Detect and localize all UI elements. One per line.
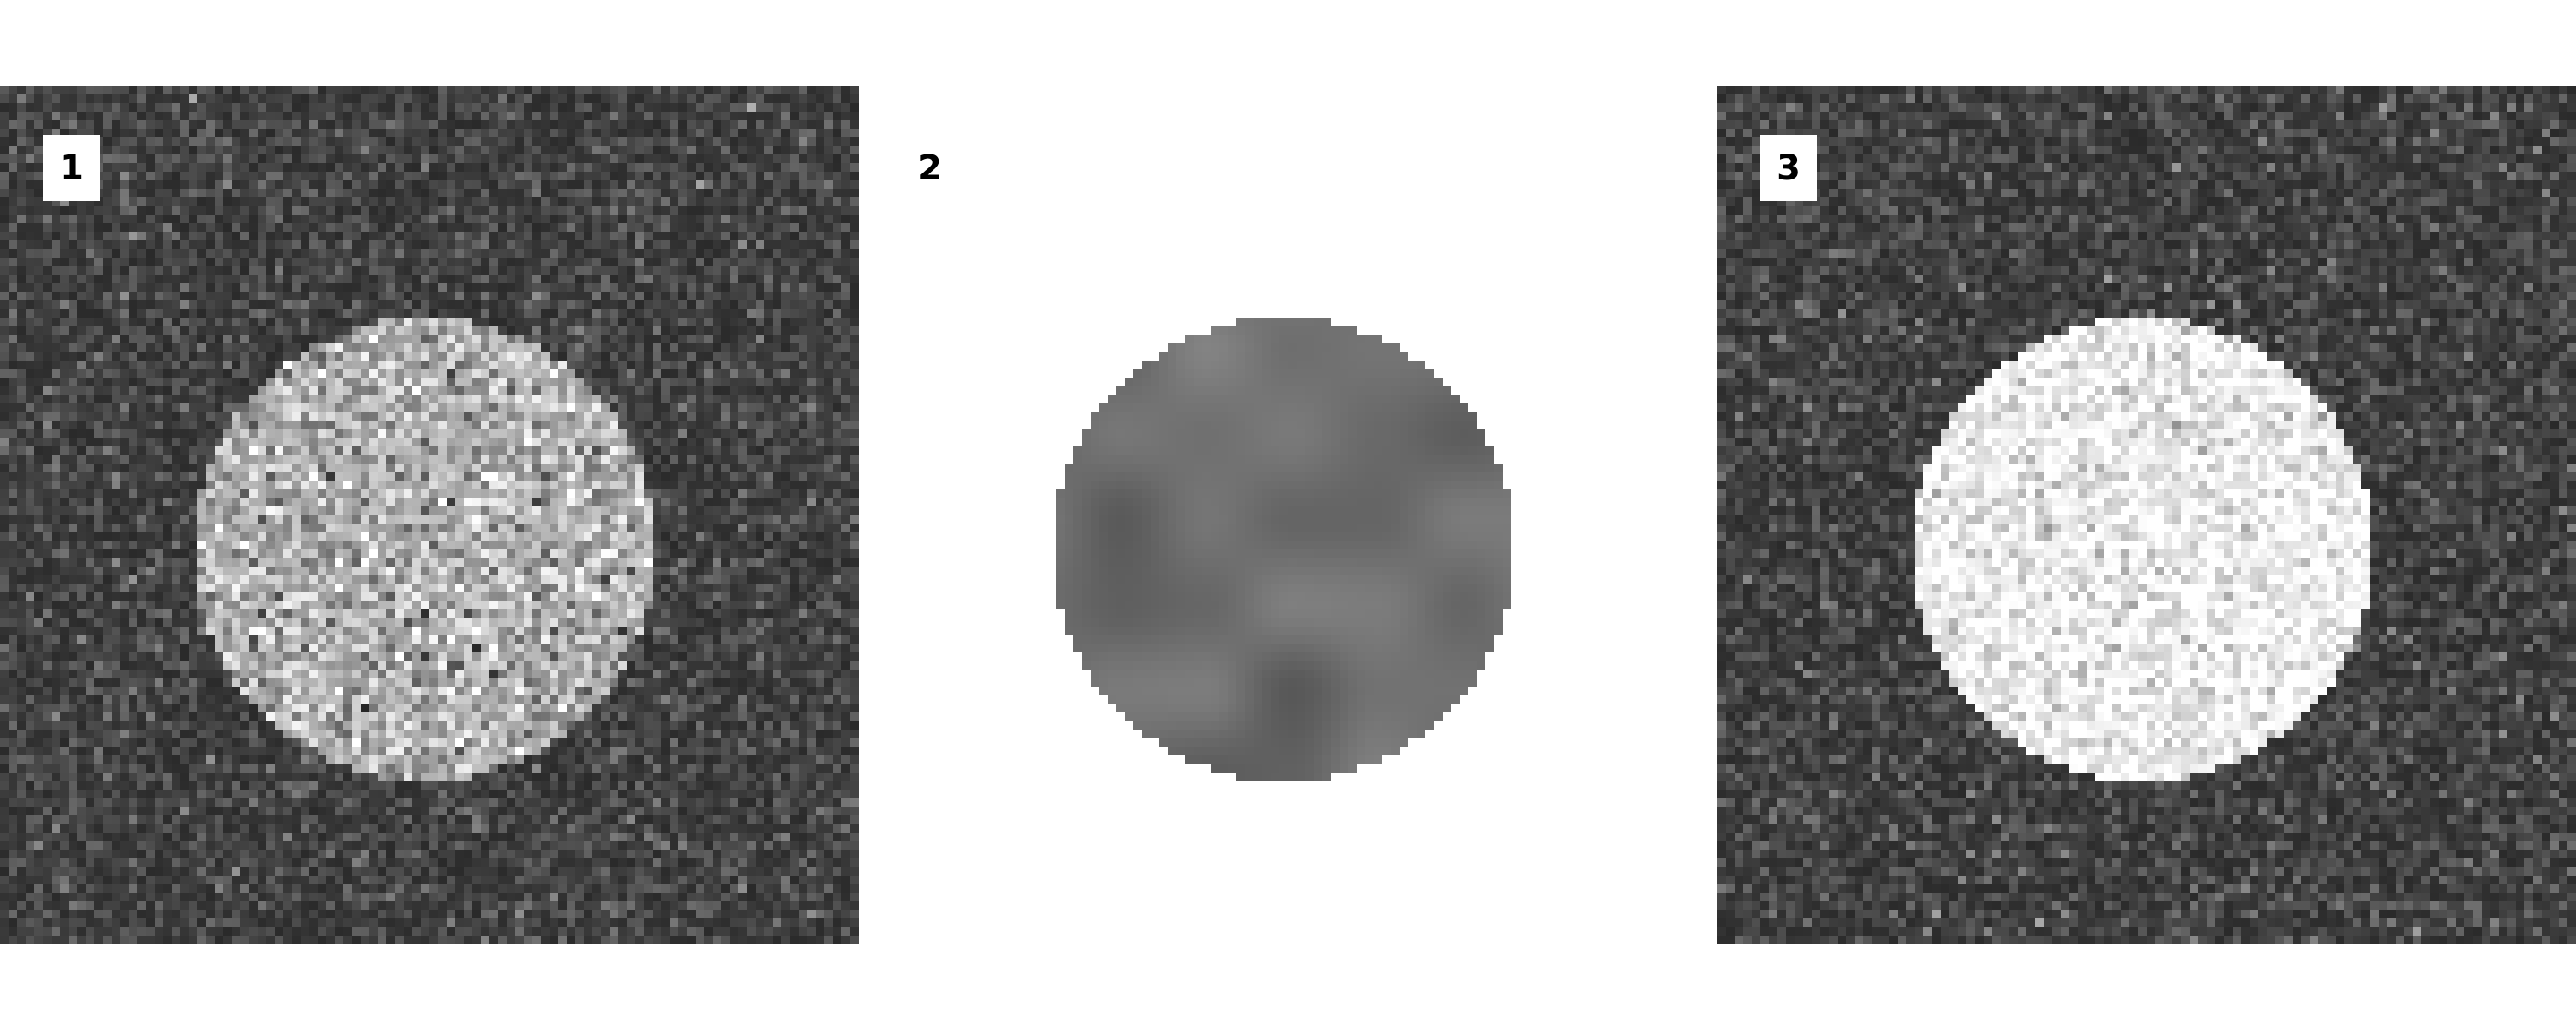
panel-label: 2 [918,148,942,188]
image-panel-smoothed-disc: 2 [859,86,1717,944]
noisy-disc-image [0,86,859,944]
image-panel-bright-disc: 3 [1717,86,2576,944]
panel-label: 3 [1760,135,1817,201]
smoothed-disc-image [859,86,1717,944]
image-panel-noisy-disc: 1 [0,86,859,944]
bright-disc-image [1717,86,2576,944]
panel-label: 1 [43,135,100,201]
